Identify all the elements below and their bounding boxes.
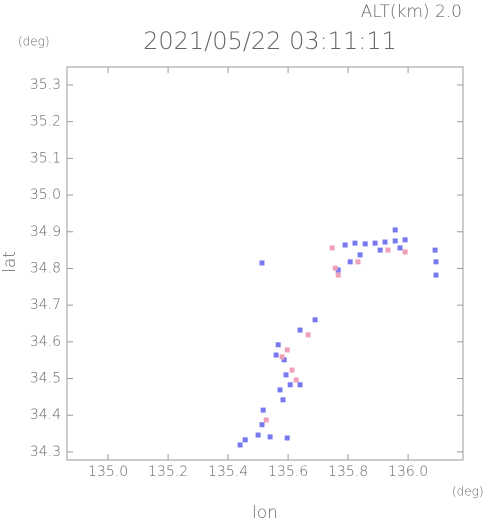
plot-frame bbox=[66, 66, 464, 461]
point bbox=[392, 227, 398, 233]
point bbox=[352, 240, 358, 246]
y-tick-label: 34.3 bbox=[30, 444, 61, 460]
point bbox=[385, 247, 391, 253]
point bbox=[362, 241, 368, 247]
point bbox=[259, 422, 265, 428]
y-axis-label: lat bbox=[0, 251, 20, 273]
point bbox=[432, 247, 438, 253]
x-tick-label: 136.0 bbox=[388, 464, 428, 480]
point bbox=[280, 397, 286, 403]
x-tick-label: 135.6 bbox=[268, 464, 308, 480]
point bbox=[397, 245, 403, 251]
point bbox=[372, 240, 378, 246]
point bbox=[433, 272, 439, 278]
point bbox=[402, 249, 408, 255]
point bbox=[260, 407, 266, 413]
point bbox=[377, 247, 383, 253]
point bbox=[237, 442, 243, 448]
point bbox=[402, 237, 408, 243]
point bbox=[284, 347, 290, 353]
chart-title: 2021/05/22 03:11:11 bbox=[143, 27, 397, 55]
point bbox=[273, 352, 279, 358]
y-tick-label: 34.9 bbox=[30, 224, 61, 240]
x-tick-label: 135.2 bbox=[148, 464, 188, 480]
y-tick-label: 35.0 bbox=[30, 187, 61, 203]
y-tick-label: 35.1 bbox=[30, 150, 61, 166]
point bbox=[283, 372, 289, 378]
point bbox=[357, 252, 363, 258]
point bbox=[355, 259, 361, 265]
y-tick-label: 34.6 bbox=[30, 334, 61, 350]
point bbox=[347, 259, 353, 265]
y-tick-label: 34.7 bbox=[30, 297, 61, 313]
x-axis-label: lon bbox=[252, 503, 278, 521]
point bbox=[293, 377, 299, 383]
y-unit: (deg) bbox=[18, 35, 50, 49]
x-unit: (deg) bbox=[452, 485, 484, 499]
point bbox=[242, 437, 248, 443]
point bbox=[289, 367, 295, 373]
point bbox=[287, 382, 293, 388]
annotation: ALT(km) 2.0 bbox=[361, 2, 462, 22]
y-tick-label: 34.8 bbox=[30, 260, 61, 276]
x-tick-label: 135.0 bbox=[88, 464, 128, 480]
point bbox=[335, 272, 341, 278]
point bbox=[263, 417, 269, 423]
point bbox=[259, 260, 265, 266]
point bbox=[284, 435, 290, 441]
point bbox=[305, 332, 311, 338]
point bbox=[329, 245, 335, 251]
point bbox=[433, 259, 439, 265]
point bbox=[382, 239, 388, 245]
point bbox=[281, 357, 287, 363]
point bbox=[312, 317, 318, 323]
point bbox=[297, 327, 303, 333]
point bbox=[279, 354, 285, 360]
y-tick-label: 34.5 bbox=[30, 371, 61, 387]
point bbox=[275, 342, 281, 348]
y-tick-label: 35.3 bbox=[30, 77, 61, 93]
point bbox=[297, 382, 303, 388]
x-tick-label: 135.4 bbox=[208, 464, 248, 480]
point bbox=[267, 434, 273, 440]
point bbox=[332, 265, 338, 271]
point bbox=[255, 432, 261, 438]
x-tick-label: 135.8 bbox=[328, 464, 368, 480]
y-tick-label: 35.2 bbox=[30, 114, 61, 130]
point bbox=[335, 267, 341, 273]
y-tick-label: 34.4 bbox=[30, 407, 61, 423]
point bbox=[277, 387, 283, 393]
point bbox=[392, 238, 398, 244]
point bbox=[342, 242, 348, 248]
